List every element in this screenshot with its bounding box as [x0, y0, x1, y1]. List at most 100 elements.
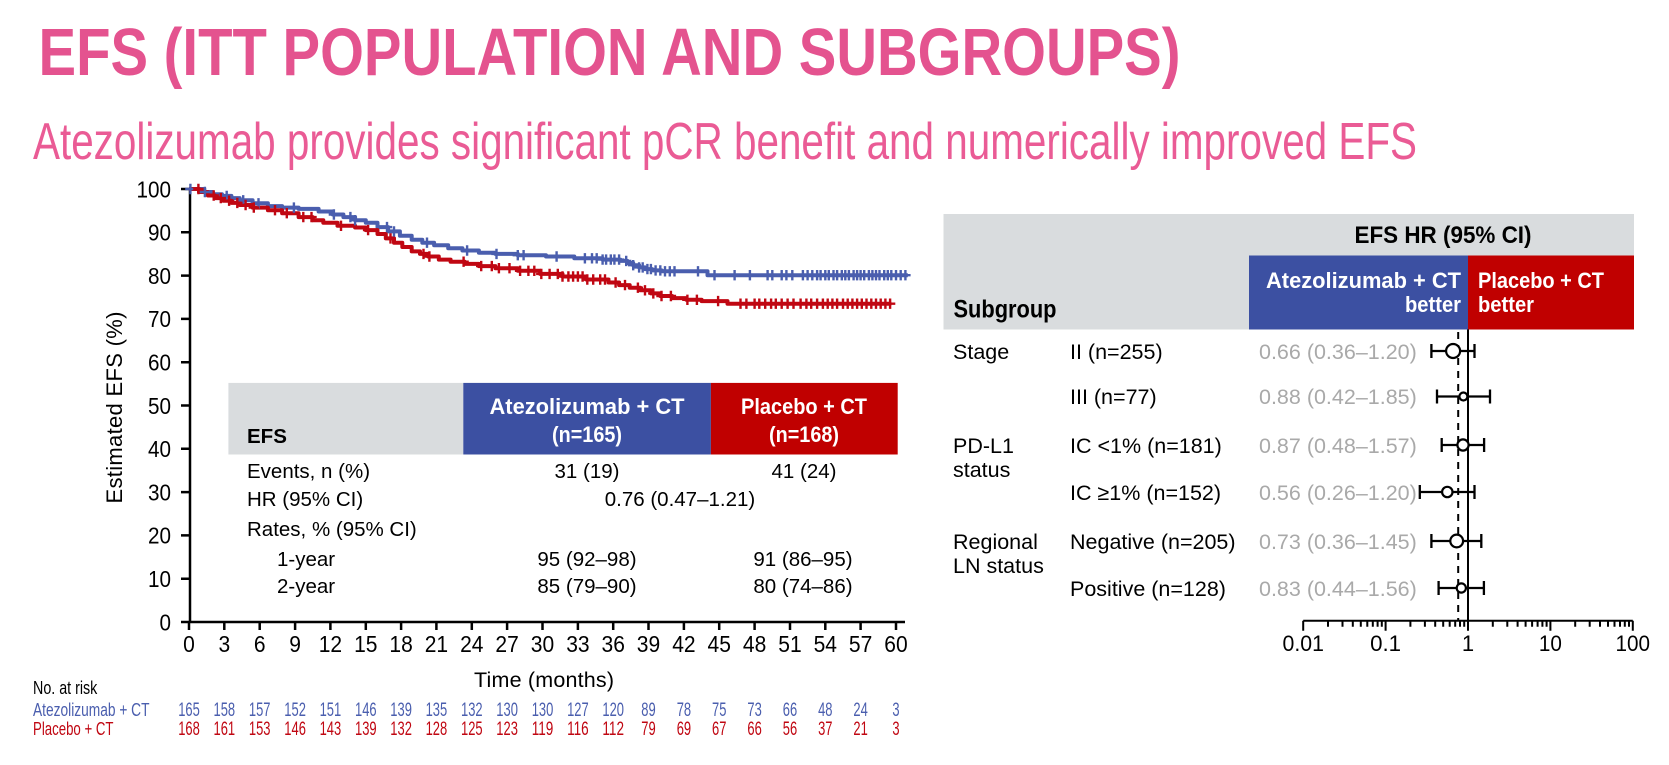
- svg-text:39: 39: [637, 631, 660, 657]
- svg-text:33: 33: [566, 631, 589, 657]
- svg-text:Positive (n=128): Positive (n=128): [1070, 577, 1226, 601]
- svg-text:10: 10: [1539, 631, 1562, 656]
- svg-text:12: 12: [319, 631, 342, 657]
- svg-text:60: 60: [884, 631, 907, 657]
- svg-text:0.56 (0.26–1.20): 0.56 (0.26–1.20): [1259, 481, 1417, 505]
- svg-text:2-year: 2-year: [277, 575, 335, 598]
- svg-text:Stage: Stage: [953, 340, 1009, 364]
- svg-text:45: 45: [708, 631, 731, 657]
- svg-text:80: 80: [148, 263, 171, 289]
- svg-text:91 (86–95): 91 (86–95): [753, 548, 852, 571]
- svg-text:Atezolizumab + CT: Atezolizumab + CT: [33, 699, 150, 720]
- svg-text:100: 100: [137, 176, 172, 202]
- svg-text:0.83 (0.44–1.56): 0.83 (0.44–1.56): [1259, 577, 1417, 601]
- svg-text:161: 161: [214, 719, 236, 740]
- svg-text:51: 51: [778, 631, 801, 657]
- svg-text:85 (79–90): 85 (79–90): [537, 575, 636, 598]
- svg-text:135: 135: [426, 700, 448, 721]
- svg-text:0.01: 0.01: [1283, 631, 1324, 656]
- svg-text:Negative (n=205): Negative (n=205): [1070, 530, 1236, 554]
- svg-text:15: 15: [354, 631, 377, 657]
- svg-text:112: 112: [602, 719, 624, 740]
- svg-text:Atezolizumab + CT: Atezolizumab + CT: [490, 394, 686, 419]
- svg-text:123: 123: [496, 719, 518, 740]
- svg-text:130: 130: [496, 700, 518, 721]
- svg-text:157: 157: [249, 700, 271, 721]
- svg-text:70: 70: [148, 306, 171, 332]
- svg-text:119: 119: [532, 719, 554, 740]
- svg-text:0.76 (0.47–1.21): 0.76 (0.47–1.21): [605, 488, 755, 511]
- svg-text:75: 75: [712, 700, 726, 721]
- svg-text:66: 66: [783, 700, 797, 721]
- svg-text:132: 132: [461, 700, 483, 721]
- svg-text:Atezolizumab + CT: Atezolizumab + CT: [1266, 268, 1462, 293]
- svg-text:40: 40: [148, 436, 171, 462]
- svg-text:67: 67: [712, 719, 726, 740]
- svg-text:21: 21: [853, 719, 867, 740]
- svg-text:80 (74–86): 80 (74–86): [753, 575, 852, 598]
- svg-text:18: 18: [389, 631, 412, 657]
- svg-text:168: 168: [178, 719, 200, 740]
- svg-text:IC ≥1% (n=152): IC ≥1% (n=152): [1070, 481, 1221, 505]
- svg-text:79: 79: [641, 719, 655, 740]
- svg-text:48: 48: [818, 700, 832, 721]
- svg-text:0.1: 0.1: [1370, 631, 1401, 656]
- svg-text:0: 0: [183, 631, 195, 657]
- svg-text:42: 42: [672, 631, 695, 657]
- svg-text:Time (months): Time (months): [474, 668, 614, 692]
- svg-text:57: 57: [849, 631, 872, 657]
- svg-text:158: 158: [214, 700, 236, 721]
- svg-text:128: 128: [426, 719, 448, 740]
- svg-text:Placebo + CT: Placebo + CT: [741, 394, 867, 419]
- svg-text:EFS: EFS: [247, 425, 287, 448]
- svg-text:151: 151: [320, 700, 342, 721]
- svg-text:3: 3: [218, 631, 230, 657]
- svg-text:125: 125: [461, 719, 483, 740]
- svg-text:24: 24: [853, 700, 868, 721]
- svg-text:HR (95% CI): HR (95% CI): [247, 488, 363, 511]
- svg-text:132: 132: [390, 719, 412, 740]
- svg-text:165: 165: [178, 700, 200, 721]
- svg-text:152: 152: [284, 700, 306, 721]
- svg-text:3: 3: [892, 700, 899, 721]
- svg-text:20: 20: [148, 523, 171, 549]
- svg-text:27: 27: [495, 631, 518, 657]
- svg-text:90: 90: [148, 220, 171, 246]
- svg-text:LN status: LN status: [953, 554, 1044, 578]
- svg-text:24: 24: [460, 631, 484, 657]
- svg-text:EFS HR (95% CI): EFS HR (95% CI): [1355, 222, 1532, 249]
- svg-text:Estimated EFS (%): Estimated EFS (%): [102, 312, 127, 504]
- svg-text:37: 37: [818, 719, 832, 740]
- svg-text:Atezolizumab provides signific: Atezolizumab provides significant pCR be…: [33, 113, 1417, 171]
- svg-text:0.66 (0.36–1.20): 0.66 (0.36–1.20): [1259, 340, 1417, 364]
- svg-text:95 (92–98): 95 (92–98): [537, 548, 636, 571]
- svg-text:60: 60: [148, 350, 171, 376]
- svg-text:48: 48: [743, 631, 766, 657]
- svg-text:II (n=255): II (n=255): [1070, 340, 1163, 364]
- svg-text:EFS (ITT POPULATION AND SUBGRO: EFS (ITT POPULATION AND SUBGROUPS): [39, 15, 1181, 90]
- svg-text:56: 56: [783, 719, 797, 740]
- svg-text:better: better: [1478, 292, 1534, 317]
- svg-text:36: 36: [602, 631, 625, 657]
- svg-text:(n=168): (n=168): [769, 422, 839, 447]
- svg-text:Regional: Regional: [953, 530, 1038, 554]
- svg-text:78: 78: [677, 700, 691, 721]
- svg-text:better: better: [1405, 292, 1461, 317]
- svg-text:0.87 (0.48–1.57): 0.87 (0.48–1.57): [1259, 434, 1417, 458]
- svg-text:143: 143: [320, 719, 342, 740]
- svg-text:6: 6: [254, 631, 266, 657]
- svg-text:41 (24): 41 (24): [772, 460, 837, 483]
- svg-text:Placebo + CT: Placebo + CT: [33, 718, 114, 739]
- svg-text:30: 30: [531, 631, 554, 657]
- svg-text:10: 10: [148, 566, 171, 592]
- svg-text:0.73 (0.36–1.45): 0.73 (0.36–1.45): [1259, 530, 1417, 554]
- svg-text:54: 54: [814, 631, 838, 657]
- svg-text:Rates, % (95% CI): Rates, % (95% CI): [247, 518, 417, 541]
- svg-text:146: 146: [284, 719, 306, 740]
- svg-text:69: 69: [677, 719, 691, 740]
- svg-text:PD-L1: PD-L1: [953, 434, 1014, 458]
- svg-text:66: 66: [747, 719, 761, 740]
- svg-text:127: 127: [567, 700, 589, 721]
- svg-text:Subgroup: Subgroup: [954, 297, 1057, 324]
- svg-text:III (n=77): III (n=77): [1070, 385, 1157, 409]
